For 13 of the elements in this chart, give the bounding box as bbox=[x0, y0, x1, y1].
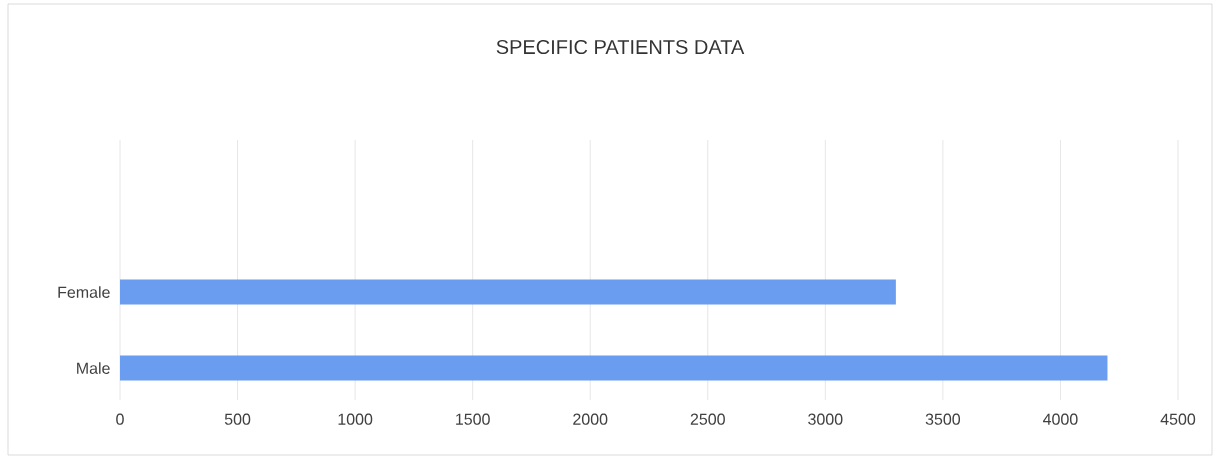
x-tick-label: 2500 bbox=[690, 413, 725, 425]
x-tick-label: 500 bbox=[224, 413, 251, 425]
chart-title: SPECIFIC PATIENTS DATA bbox=[496, 39, 745, 55]
x-tick-label: 1500 bbox=[456, 413, 490, 425]
x-tick-label: 4500 bbox=[1160, 413, 1196, 425]
y-tick-label: Male bbox=[77, 362, 110, 374]
x-tick-label: 1000 bbox=[338, 413, 373, 425]
x-tick-label: 2000 bbox=[573, 413, 608, 425]
x-tick-label: 4000 bbox=[1043, 413, 1078, 425]
x-tick-label: 3000 bbox=[808, 413, 843, 425]
y-tick-label: Female bbox=[58, 286, 110, 298]
x-tick-label: 3500 bbox=[925, 413, 961, 425]
x-tick-label: 0 bbox=[116, 413, 124, 425]
